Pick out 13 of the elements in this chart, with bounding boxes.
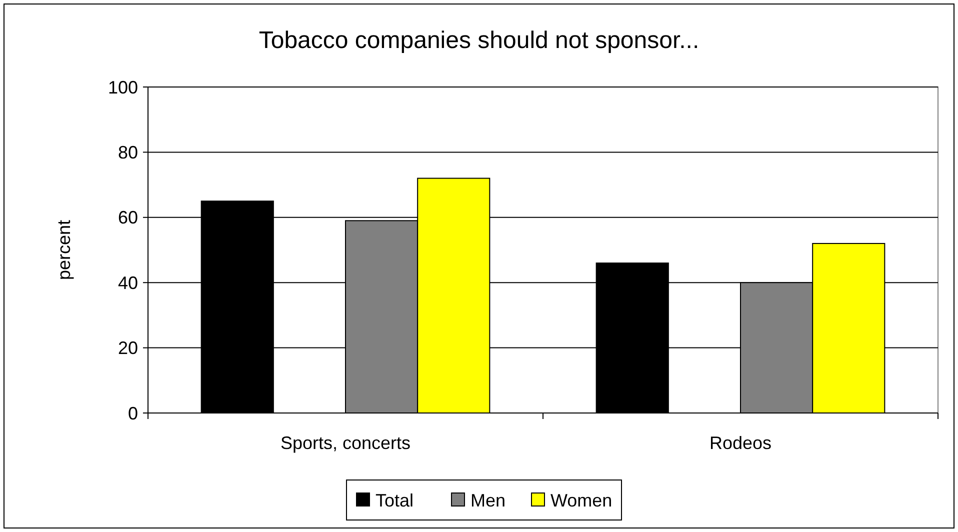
y-tick-label: 80 (118, 142, 138, 162)
y-tick-label: 20 (118, 338, 138, 358)
y-tick-label: 60 (118, 208, 138, 228)
x-tick-label: Rodeos (709, 433, 772, 453)
y-tick-label: 40 (118, 272, 138, 293)
y-tick-label: 100 (108, 77, 138, 98)
legend-label: Women (550, 490, 612, 510)
y-axis-title: percent (54, 220, 74, 280)
chart-title: Tobacco companies should not sponsor... (258, 27, 700, 54)
legend-label: Total (376, 490, 414, 510)
y-tick-label: 0 (128, 403, 138, 424)
x-tick-label: Sports, concerts (280, 433, 411, 453)
legend-label: Men (470, 490, 506, 510)
